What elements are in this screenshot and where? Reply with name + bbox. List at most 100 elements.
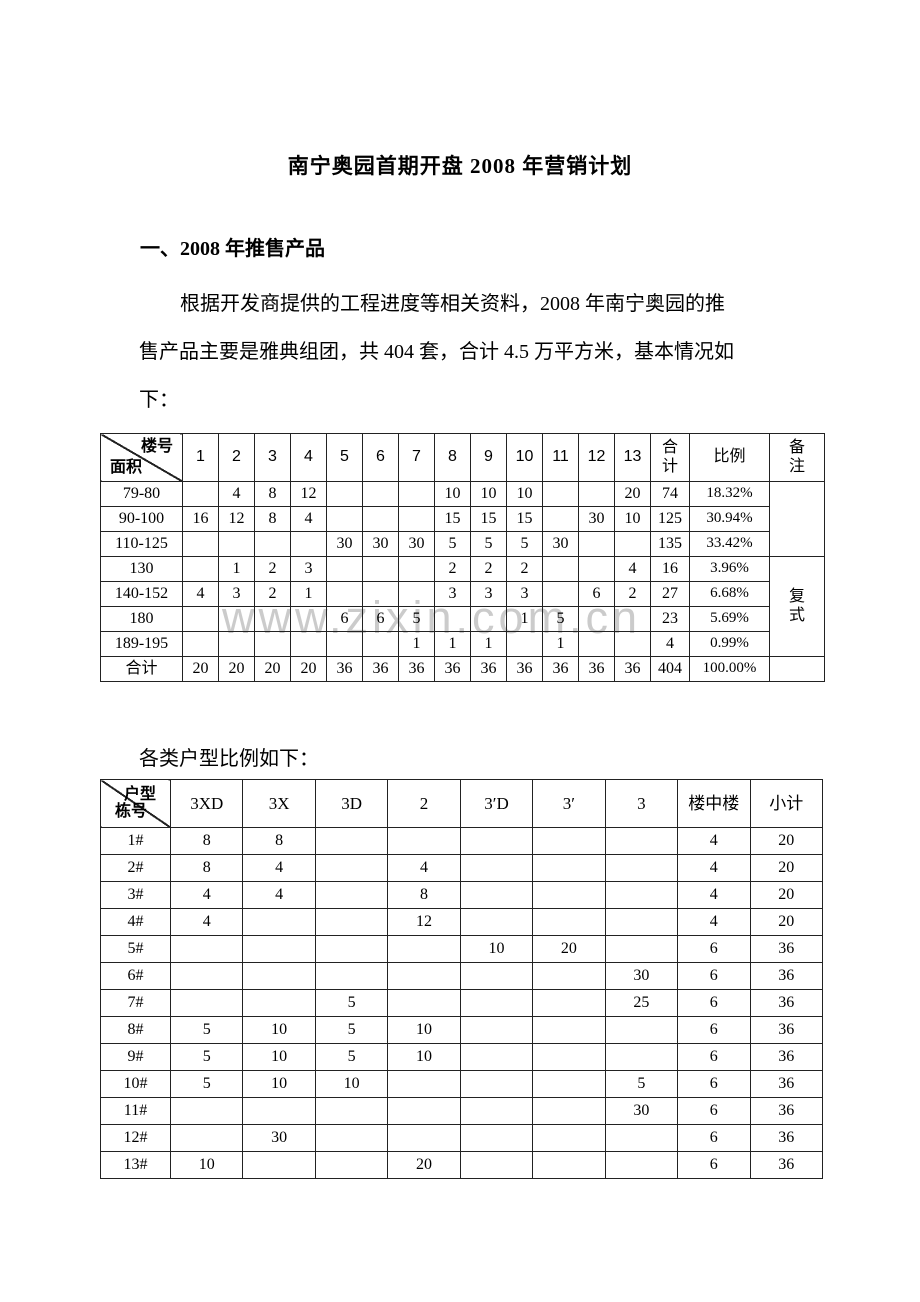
unit-count-cell — [387, 827, 461, 855]
area-range-label: 180 — [100, 606, 183, 632]
unit-count-cell: 20 — [387, 1151, 461, 1179]
area-count-cell: 20 — [182, 656, 219, 682]
area-range-label: 140-152 — [100, 581, 183, 607]
building-number-header: 5 — [326, 433, 363, 482]
area-count-cell — [578, 481, 615, 507]
area-count-cell — [290, 631, 327, 657]
area-count-cell — [326, 631, 363, 657]
unit-count-cell — [387, 935, 461, 963]
building-label: 5# — [100, 935, 171, 963]
unit-count-cell — [459, 1097, 534, 1125]
area-count-cell — [614, 531, 651, 557]
unit-count-cell — [604, 1151, 679, 1179]
unit-count-cell: 4 — [169, 881, 244, 909]
area-total-cell: 125 — [650, 506, 690, 532]
area-count-cell: 4 — [614, 556, 651, 582]
unit-count-cell: 10 — [169, 1151, 244, 1179]
unit-count-cell: 5 — [604, 1070, 679, 1098]
unit-type-header: 楼中楼 — [677, 779, 751, 828]
building-number-header: 10 — [506, 433, 543, 482]
area-count-cell — [254, 631, 291, 657]
unit-count-cell: 4 — [677, 881, 751, 909]
area-count-cell: 5 — [542, 606, 579, 632]
building-number-header: 12 — [578, 433, 615, 482]
area-count-cell: 5 — [398, 606, 435, 632]
area-count-cell — [326, 556, 363, 582]
unit-table-row: 8# 5 10 5 10 6 36 — [100, 1016, 823, 1044]
area-count-cell: 30 — [398, 531, 435, 557]
unit-count-cell — [387, 1070, 461, 1098]
unit-count-cell — [532, 827, 606, 855]
unit-type-caption: 各类户型比例如下： — [139, 748, 319, 770]
building-label: 4# — [100, 908, 171, 936]
unit-count-cell: 10 — [242, 1016, 316, 1044]
area-count-cell — [398, 556, 435, 582]
unit-count-cell — [532, 1151, 606, 1179]
unit-count-cell — [387, 989, 461, 1017]
area-count-cell: 36 — [614, 656, 651, 682]
unit-count-cell — [532, 1097, 606, 1125]
area-count-cell: 2 — [434, 556, 471, 582]
area-range-label: 79-80 — [100, 481, 183, 507]
total-column-header: 合 计 — [650, 433, 690, 482]
area-count-cell: 5 — [506, 531, 543, 557]
remark-cell: 复 式 — [769, 556, 825, 657]
area-count-cell — [578, 606, 615, 632]
unit-table-row: 7# 5 25 6 36 — [100, 989, 823, 1017]
area-ratio-cell: 5.69% — [689, 606, 770, 632]
area-count-cell — [254, 606, 291, 632]
area-count-cell — [542, 481, 579, 507]
area-count-cell: 10 — [434, 481, 471, 507]
unit-count-cell — [459, 881, 534, 909]
building-label: 10# — [100, 1070, 171, 1098]
paragraph-line-1: 根据开发商提供的工程进度等相关资料，2008 年南宁奥园的推 — [180, 293, 725, 315]
area-count-cell: 2 — [254, 556, 291, 582]
area-table-total-row: 合计 20 20 20 20 36 36 36 36 36 36 36 36 36 404 100.00% — [100, 656, 825, 682]
area-count-cell: 1 — [506, 606, 543, 632]
area-count-cell: 2 — [254, 581, 291, 607]
building-label: 12# — [100, 1124, 171, 1152]
area-count-cell: 36 — [362, 656, 399, 682]
unit-count-cell: 5 — [314, 989, 389, 1017]
area-count-cell — [326, 481, 363, 507]
unit-count-cell: 10 — [459, 935, 534, 963]
unit-count-cell: 36 — [749, 935, 823, 963]
unit-count-cell — [242, 908, 316, 936]
document-title: 南宁奥园首期开盘 2008 年营销计划 — [287, 154, 633, 178]
area-count-cell — [614, 606, 651, 632]
unit-count-cell — [314, 1151, 389, 1179]
area-count-cell — [182, 481, 219, 507]
unit-type-header: 3D — [314, 779, 389, 828]
unit-table-row: 10# 5 10 10 5 6 36 — [100, 1070, 823, 1098]
area-count-cell: 12 — [290, 481, 327, 507]
unit-table-row: 1# 8 8 4 20 — [100, 827, 823, 855]
area-count-cell — [506, 631, 543, 657]
unit-count-cell — [314, 827, 389, 855]
unit-type-header: 3′ — [532, 779, 606, 828]
unit-count-cell: 5 — [314, 1016, 389, 1044]
corner-cell: 楼号 面积 — [100, 433, 183, 482]
area-ratio-cell: 30.94% — [689, 506, 770, 532]
unit-count-cell — [604, 935, 679, 963]
unit-table-row: 9# 5 10 5 10 6 36 — [100, 1043, 823, 1071]
area-count-cell: 8 — [254, 506, 291, 532]
unit-count-cell — [169, 1097, 244, 1125]
area-count-cell — [542, 581, 579, 607]
unit-count-cell — [169, 935, 244, 963]
area-count-cell — [470, 606, 507, 632]
area-count-cell: 1 — [434, 631, 471, 657]
building-number-header: 9 — [470, 433, 507, 482]
area-count-cell: 30 — [326, 531, 363, 557]
area-count-cell: 6 — [362, 606, 399, 632]
area-count-cell: 1 — [470, 631, 507, 657]
area-table-row: 180 6 6 5 1 5 23 5.69% — [100, 606, 825, 632]
unit-count-cell — [459, 1070, 534, 1098]
unit-count-cell: 36 — [749, 962, 823, 990]
unit-type-header: 3 — [604, 779, 679, 828]
area-count-cell: 1 — [290, 581, 327, 607]
area-count-cell — [398, 481, 435, 507]
building-number-header: 1 — [182, 433, 219, 482]
unit-count-cell: 36 — [749, 989, 823, 1017]
area-count-cell: 8 — [254, 481, 291, 507]
